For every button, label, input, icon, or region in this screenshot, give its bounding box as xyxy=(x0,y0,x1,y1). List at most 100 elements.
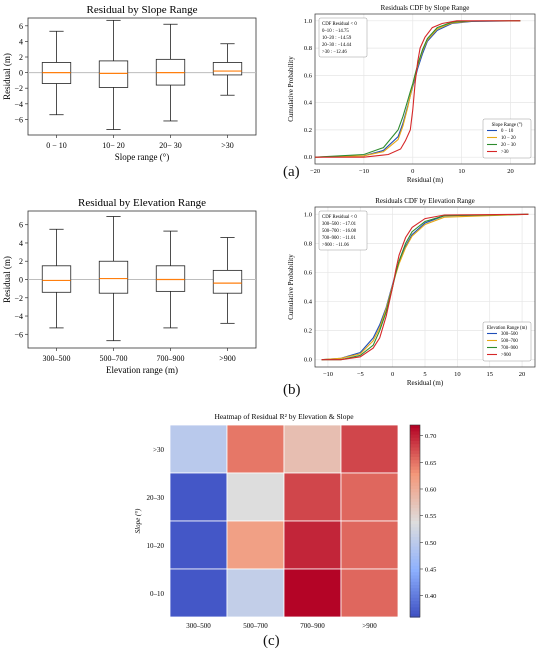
colorbar-segment xyxy=(410,610,420,615)
panel-label-c: (c) xyxy=(263,633,280,649)
y-tick-label: 6 xyxy=(19,22,23,31)
heatmap-cell xyxy=(283,472,342,522)
y-tick-label: 2 xyxy=(19,53,23,62)
colorbar-tick-label: 0.40 xyxy=(425,593,436,600)
colorbar-segment xyxy=(410,517,420,522)
heatmap-cell xyxy=(226,424,285,474)
y-axis-label: Cumulative Probability xyxy=(287,254,295,320)
y-tick-label: 0 xyxy=(19,69,23,78)
colorbar-segment xyxy=(410,613,420,618)
y-tick-label: 0.0 xyxy=(304,154,312,161)
chart-title: Heatmap of Residual R² by Elevation & Sl… xyxy=(214,412,354,421)
x-tick-label: 20 xyxy=(519,371,526,378)
y-tick-label: 0.6 xyxy=(304,269,313,276)
y-axis-label: Residual (m) xyxy=(2,53,12,100)
legend-label: >30 xyxy=(501,150,509,155)
colorbar-segment xyxy=(410,585,420,589)
x-tick-label: −10 xyxy=(323,371,333,378)
x-axis-label: Residual (m) xyxy=(407,379,444,387)
colorbar-segment xyxy=(410,540,420,544)
x-tick-label: >900 xyxy=(362,622,377,630)
plot-frame xyxy=(314,206,536,368)
annotation-line: >30 : −12.46 xyxy=(322,50,347,55)
x-tick-label: 20 xyxy=(507,168,514,175)
legend-label: 700–900 xyxy=(501,346,518,351)
x-tick-label: 0 xyxy=(411,168,414,175)
heatmap-cell xyxy=(340,424,399,474)
legend-label: 10 − 20 xyxy=(501,136,516,141)
heatmap-cell xyxy=(340,520,399,570)
x-tick-label: −10 xyxy=(359,168,369,175)
colorbar-segment xyxy=(410,444,420,448)
colorbar-segment xyxy=(410,447,420,452)
y-tick-label: −4 xyxy=(14,100,23,109)
colorbar-segment xyxy=(410,434,420,439)
legend-label: >900 xyxy=(501,353,512,358)
colorbar-segment xyxy=(410,549,420,554)
colorbar-segment xyxy=(410,565,420,570)
colorbar-segment xyxy=(410,437,420,442)
colorbar-segment xyxy=(410,594,420,599)
y-tick-label: 4 xyxy=(19,37,23,46)
colorbar-segment xyxy=(410,425,420,429)
panel-label-b: (b) xyxy=(283,382,301,398)
legend-title: Slope Range (°) xyxy=(492,123,523,128)
colorbar-segment xyxy=(410,607,420,612)
colorbar-segment xyxy=(410,463,420,468)
y-tick-label: >30 xyxy=(153,446,164,454)
cdf-series-line xyxy=(321,213,529,361)
colorbar-segment xyxy=(410,482,420,487)
box xyxy=(98,260,129,294)
x-tick-label: 500–700 xyxy=(100,354,128,363)
legend-label: 20 − 30 xyxy=(501,143,516,148)
y-tick-label: 6 xyxy=(19,221,23,230)
y-axis-label: Slope (°) xyxy=(134,508,142,533)
y-tick-label: 1.0 xyxy=(304,211,312,218)
annotation-box xyxy=(318,17,368,58)
x-tick-label: 700–900 xyxy=(300,622,325,630)
colorbar-tick-label: 0.65 xyxy=(425,460,436,467)
chart-title: Residuals CDF by Slope Range xyxy=(381,4,470,12)
colorbar-segment xyxy=(410,543,420,548)
y-axis-label: Residual (m) xyxy=(2,256,12,303)
annotation-box xyxy=(318,210,368,251)
annotation-line: 0–10 : −14.75 xyxy=(322,29,349,34)
colorbar-tick-label: 0.50 xyxy=(425,540,436,547)
legend-label: 0 − 10 xyxy=(501,129,514,134)
colorbar-segment xyxy=(410,572,420,576)
colorbar-segment xyxy=(410,514,420,519)
y-tick-label: −2 xyxy=(14,294,23,303)
y-tick-label: −2 xyxy=(14,84,23,93)
colorbar-segment xyxy=(410,524,420,528)
x-tick-label: 500–700 xyxy=(243,622,268,630)
y-tick-label: 0.2 xyxy=(304,127,312,134)
annotation-line: 700–900 : −11.01 xyxy=(322,236,356,241)
colorbar-segment xyxy=(410,428,420,432)
colorbar-segment xyxy=(410,601,420,605)
y-tick-label: −6 xyxy=(14,115,23,124)
heatmap-cell xyxy=(226,472,285,522)
box-plot-elevation: Residual by Elevation Range −6 −4 −2 0 2 4 6 300… xyxy=(2,197,257,375)
annotation-title: CDF Residual < 0 xyxy=(322,22,357,27)
colorbar-segment xyxy=(410,533,420,538)
y-tick-label: 0.8 xyxy=(304,45,312,52)
colorbar-segment xyxy=(410,498,420,503)
colorbar-segment xyxy=(410,441,420,445)
colorbar-frame xyxy=(409,424,421,618)
chart-title: Residuals CDF by Elevation Range xyxy=(375,197,475,205)
colorbar-segment xyxy=(410,473,420,477)
colorbar-tick-label: 0.60 xyxy=(425,487,436,494)
legend-box xyxy=(482,118,532,159)
colorbar-segment xyxy=(410,569,420,573)
x-tick-label: 300–500 xyxy=(186,622,211,630)
colorbar-segment xyxy=(410,457,420,461)
x-tick-label: 5 xyxy=(423,371,426,378)
heatmap-cell xyxy=(340,568,399,618)
colorbar-segment xyxy=(410,489,420,493)
plot-frame xyxy=(314,13,536,165)
box xyxy=(212,62,243,76)
x-tick-label: 0 − 10 xyxy=(46,141,67,150)
legend-box xyxy=(482,321,532,362)
heatmap-cell xyxy=(283,520,342,570)
colorbar-segment xyxy=(410,581,420,586)
